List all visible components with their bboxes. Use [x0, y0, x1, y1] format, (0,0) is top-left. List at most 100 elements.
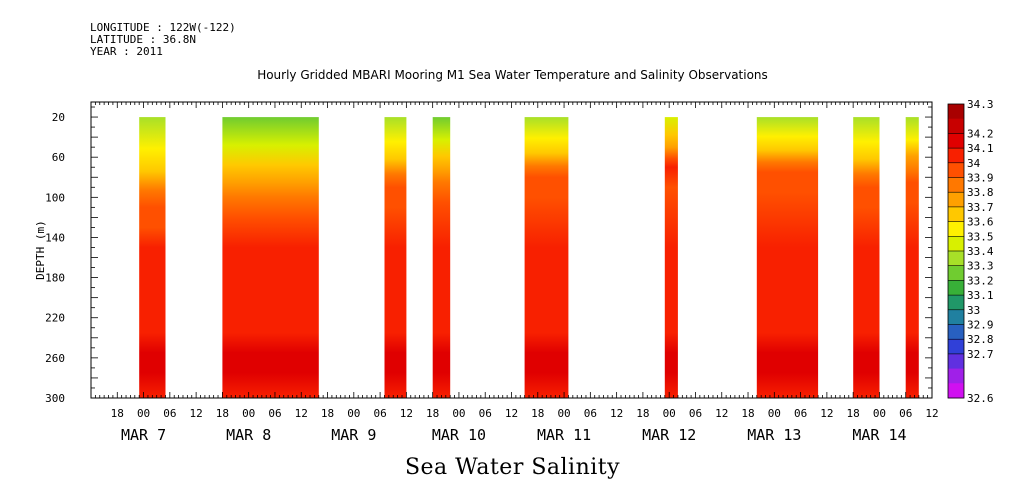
y-axis: 20 60 100 140 180 220 260 300 DEPTH (m) [34, 106, 932, 405]
colorbar-label: 34 [967, 157, 981, 170]
colorbar-label: 32.7 [967, 348, 994, 361]
x-hour-label: 18 [111, 407, 124, 420]
chart-title: Hourly Gridded MBARI Mooring M1 Sea Wate… [257, 68, 768, 82]
x-hour-label: 00 [663, 407, 676, 420]
colorbar-swatch [948, 251, 964, 267]
colorbar-label: 33.9 [967, 172, 994, 185]
x-hour-label: 06 [584, 407, 597, 420]
colorbar: 34.3 34.2 34.1 34 33.933.8 33.7 33.633.5 33.4 33… [947, 98, 994, 405]
x-date-label: MAR 12 [642, 426, 696, 444]
x-hour-label: 00 [873, 407, 886, 420]
x-hour-label: 00 [137, 407, 150, 420]
data-segment [139, 117, 166, 398]
y-tick-label: 100 [45, 191, 65, 204]
colorbar-label: 33.3 [967, 260, 994, 273]
colorbar-swatch [948, 383, 964, 399]
x-hour-label: 00 [347, 407, 360, 420]
x-hour-label: 06 [479, 407, 492, 420]
colorbar-label: 34.1 [967, 142, 994, 155]
variable-caption: Sea Water Salinity [404, 455, 621, 480]
x-hour-label: 12 [715, 407, 728, 420]
colorbar-label: 33.1 [967, 289, 994, 302]
colorbar-swatch [948, 280, 964, 296]
x-hour-label: 12 [400, 407, 413, 420]
colorbar-label: 32.8 [967, 333, 994, 346]
x-hour-label: 12 [610, 407, 623, 420]
data-segment [432, 117, 451, 398]
colorbar-swatch [948, 206, 964, 222]
x-hour-label: 00 [768, 407, 781, 420]
x-hour-label: 06 [268, 407, 281, 420]
colorbar-label: 32.6 [967, 392, 994, 405]
data-segment [905, 117, 919, 398]
data-segments [139, 117, 919, 398]
x-date-label: MAR 14 [852, 426, 906, 444]
colorbar-label: 32.9 [967, 319, 994, 332]
colorbar-label: 33.7 [967, 201, 994, 214]
colorbar-swatch [948, 295, 964, 311]
data-segment [384, 117, 407, 398]
colorbar-label: 33.8 [967, 186, 994, 199]
x-date-label: MAR 8 [226, 426, 271, 444]
colorbar-swatch [948, 368, 964, 384]
x-hour-label: 00 [242, 407, 255, 420]
y-tick-label: 20 [52, 111, 65, 124]
colorbar-label: 33 [967, 304, 980, 317]
colorbar-swatch [948, 177, 964, 193]
colorbar-swatch [948, 148, 964, 164]
colorbar-swatch [948, 133, 964, 149]
x-hour-label: 18 [426, 407, 439, 420]
colorbar-label: 33.5 [967, 230, 994, 243]
colorbar-swatch [948, 309, 964, 325]
x-hour-label: 12 [505, 407, 518, 420]
colorbar-swatch [948, 236, 964, 252]
y-tick-label: 260 [45, 352, 65, 365]
y-axis-label: DEPTH (m) [34, 220, 47, 280]
x-hour-label: 06 [689, 407, 702, 420]
data-segment [664, 117, 678, 398]
colorbar-swatch [948, 339, 964, 355]
y-tick-label: 180 [45, 272, 65, 285]
x-hour-label: 18 [216, 407, 229, 420]
colorbar-swatch [948, 221, 964, 237]
data-segment [222, 117, 319, 398]
x-hour-label: 18 [741, 407, 754, 420]
colorbar-swatch [948, 265, 964, 281]
x-date-label: MAR 9 [331, 426, 376, 444]
x-hour-label: 12 [820, 407, 833, 420]
y-tick-label: 140 [45, 231, 65, 244]
colorbar-label: 33.4 [967, 245, 994, 258]
colorbar-swatch [948, 324, 964, 340]
x-date-label: MAR 7 [121, 426, 166, 444]
x-hour-label: 18 [531, 407, 544, 420]
x-hour-label: 06 [899, 407, 912, 420]
x-hour-label: 06 [794, 407, 807, 420]
colorbar-label: 33.6 [967, 216, 994, 229]
x-hour-label: 06 [163, 407, 176, 420]
data-segment [756, 117, 819, 398]
caption-container: Sea Water Salinity [0, 455, 1009, 480]
colorbar-swatch [948, 353, 964, 369]
colorbar-label: 34.3 [967, 98, 994, 111]
data-segment [853, 117, 880, 398]
x-hour-label: 18 [847, 407, 860, 420]
colorbar-swatch [948, 118, 964, 134]
colorbar-swatch [948, 192, 964, 208]
colorbar-swatch [948, 162, 964, 178]
x-date-label: MAR 10 [432, 426, 486, 444]
data-segment [524, 117, 569, 398]
x-hour-label: 00 [557, 407, 570, 420]
x-axis: 18 00 06 12 18 00 06 12 18 00 06 12 18 00 06 12 18 00 06 12… [90, 102, 939, 444]
x-hour-label: 12 [925, 407, 938, 420]
metadata-header: LONGITUDE : 122W(-122) LATITUDE : 36.8N … [90, 22, 236, 58]
x-hour-label: 06 [373, 407, 386, 420]
x-hour-label: 00 [452, 407, 465, 420]
y-tick-label: 60 [52, 151, 65, 164]
x-hour-label: 12 [295, 407, 308, 420]
y-tick-label: 220 [45, 312, 65, 325]
x-hour-label: 12 [190, 407, 203, 420]
colorbar-label: 33.2 [967, 274, 994, 287]
latitude-label: LATITUDE : 36.8N [90, 33, 196, 46]
x-date-label: MAR 13 [747, 426, 801, 444]
